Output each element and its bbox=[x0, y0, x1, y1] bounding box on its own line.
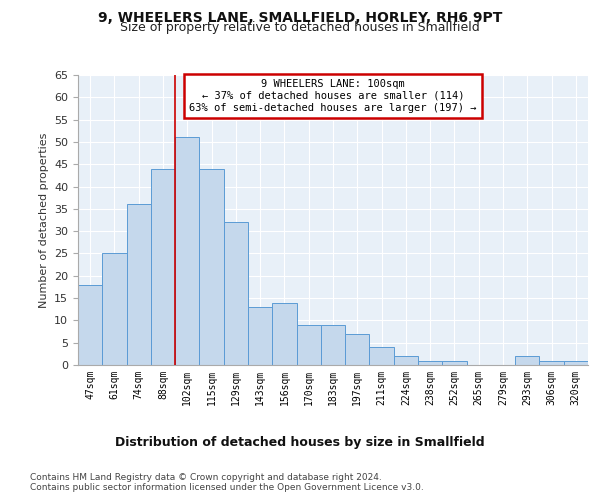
Bar bbox=[442, 360, 467, 365]
Bar bbox=[127, 204, 151, 365]
Text: Size of property relative to detached houses in Smallfield: Size of property relative to detached ho… bbox=[120, 21, 480, 34]
Text: 9, WHEELERS LANE, SMALLFIELD, HORLEY, RH6 9PT: 9, WHEELERS LANE, SMALLFIELD, HORLEY, RH… bbox=[98, 10, 502, 24]
Bar bbox=[102, 254, 127, 365]
Bar bbox=[370, 347, 394, 365]
Bar bbox=[394, 356, 418, 365]
Bar bbox=[321, 325, 345, 365]
Text: Contains HM Land Registry data © Crown copyright and database right 2024.: Contains HM Land Registry data © Crown c… bbox=[30, 472, 382, 482]
Bar bbox=[78, 284, 102, 365]
Bar bbox=[224, 222, 248, 365]
Bar bbox=[418, 360, 442, 365]
Bar bbox=[151, 168, 175, 365]
Bar bbox=[296, 325, 321, 365]
Bar bbox=[564, 360, 588, 365]
Bar bbox=[175, 138, 199, 365]
Bar bbox=[345, 334, 370, 365]
Bar bbox=[539, 360, 564, 365]
Text: Contains public sector information licensed under the Open Government Licence v3: Contains public sector information licen… bbox=[30, 482, 424, 492]
Bar bbox=[199, 168, 224, 365]
Text: 9 WHEELERS LANE: 100sqm
← 37% of detached houses are smaller (114)
63% of semi-d: 9 WHEELERS LANE: 100sqm ← 37% of detache… bbox=[189, 80, 477, 112]
Y-axis label: Number of detached properties: Number of detached properties bbox=[38, 132, 49, 308]
Bar bbox=[515, 356, 539, 365]
Bar bbox=[248, 307, 272, 365]
Bar bbox=[272, 302, 296, 365]
Text: Distribution of detached houses by size in Smallfield: Distribution of detached houses by size … bbox=[115, 436, 485, 449]
